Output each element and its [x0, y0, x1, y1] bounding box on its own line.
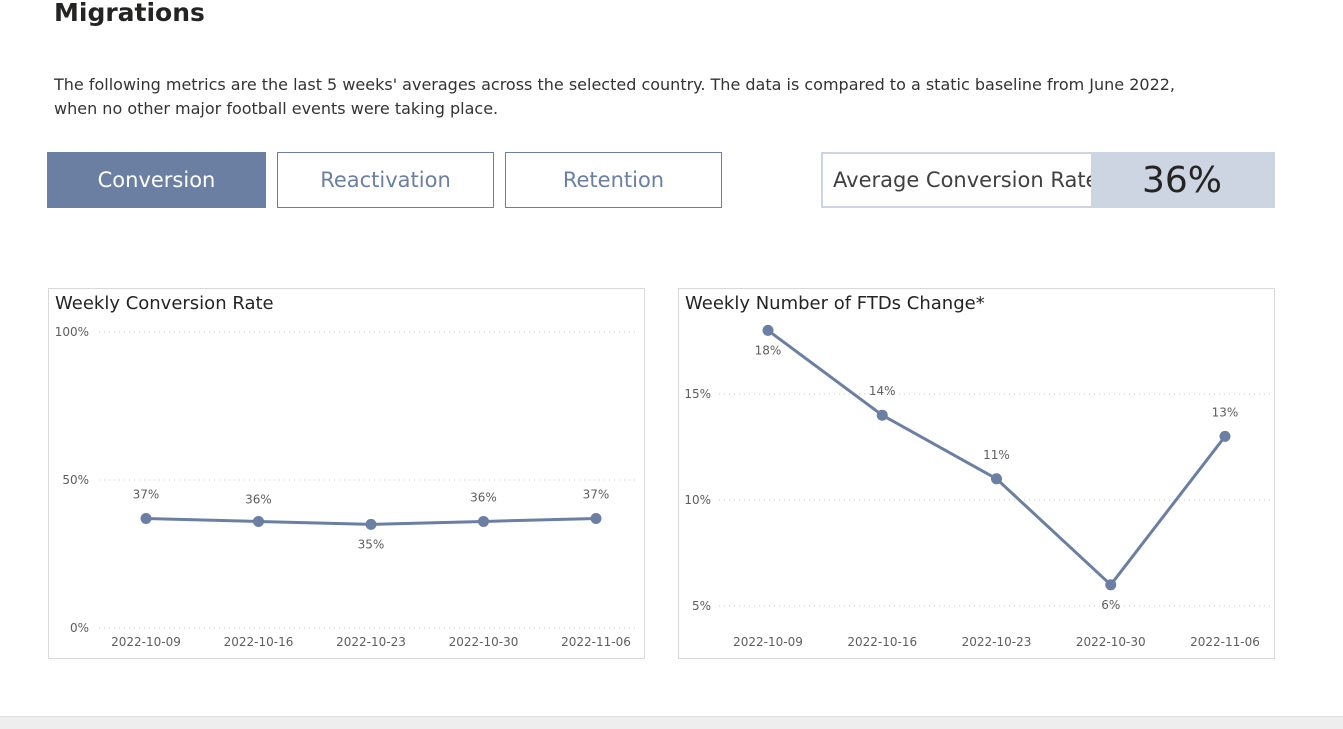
- y-tick-label: 10%: [684, 493, 711, 507]
- data-label: 14%: [869, 384, 896, 398]
- y-tick-label: 5%: [692, 599, 711, 613]
- x-tick-label: 2022-10-30: [449, 635, 519, 649]
- data-label: 37%: [133, 487, 160, 501]
- footer-bar: [0, 716, 1343, 729]
- data-point: [876, 409, 888, 421]
- data-label: 11%: [983, 448, 1010, 462]
- y-tick-label: 100%: [55, 325, 89, 339]
- page-title: Migrations: [54, 0, 205, 27]
- conversion-rate-line-chart: 0% 50% 100% 2022-10-09 2022-10-16 2022-10-23 2…: [55, 325, 637, 649]
- chart-title: Weekly Conversion Rate: [55, 293, 274, 314]
- kpi-value: 36%: [1141, 159, 1222, 201]
- data-label: 6%: [1101, 598, 1120, 612]
- x-tick-label: 2022-10-23: [336, 635, 406, 649]
- data-point: [991, 473, 1002, 485]
- ftds-change-line-chart: 5% 10% 15% 2022-10-09 2022-10-16 2022-10-23 20…: [684, 324, 1274, 649]
- chart-card-conversion-rate: Weekly Conversion Rate 0% 50% 100% 2022-10-…: [48, 288, 645, 659]
- y-tick-label: 0%: [70, 621, 89, 635]
- data-point: [762, 324, 774, 336]
- data-point: [1219, 430, 1231, 442]
- x-tick-label: 2022-10-09: [111, 635, 181, 649]
- data-label: 37%: [583, 487, 610, 501]
- chart-title: Weekly Number of FTDs Change*: [685, 293, 985, 314]
- x-tick-label: 2022-10-23: [962, 635, 1032, 649]
- data-label: 36%: [470, 490, 497, 504]
- x-tick-label: 2022-10-16: [847, 635, 917, 649]
- x-tick-label: 2022-11-06: [561, 635, 631, 649]
- tab-reactivation[interactable]: Reactivation: [277, 152, 494, 208]
- data-label: 36%: [245, 492, 272, 506]
- data-point: [140, 512, 152, 524]
- data-point: [253, 515, 264, 527]
- data-point: [590, 512, 602, 524]
- tab-conversion[interactable]: Conversion: [47, 152, 266, 208]
- data-label: 18%: [755, 343, 782, 357]
- tab-retention[interactable]: Retention: [505, 152, 722, 208]
- kpi-card: Average Conversion Rate 36%: [821, 152, 1275, 208]
- chart-card-ftds-change: Weekly Number of FTDs Change* 5% 10% 15% 20…: [678, 288, 1275, 659]
- data-point: [478, 515, 489, 527]
- x-tick-label: 2022-10-09: [733, 635, 803, 649]
- kpi-label: Average Conversion Rate: [833, 168, 1099, 192]
- x-tick-label: 2022-10-30: [1076, 635, 1146, 649]
- x-tick-label: 2022-11-06: [1190, 635, 1260, 649]
- y-tick-label: 50%: [62, 473, 89, 487]
- data-label: 13%: [1212, 405, 1239, 419]
- kpi-value-box: 36%: [1091, 154, 1273, 206]
- page-description: The following metrics are the last 5 wee…: [54, 75, 1176, 118]
- x-tick-label: 2022-10-16: [224, 635, 294, 649]
- y-tick-label: 15%: [684, 387, 711, 401]
- data-point: [1105, 579, 1117, 591]
- data-label: 35%: [358, 537, 385, 551]
- data-point: [365, 518, 377, 530]
